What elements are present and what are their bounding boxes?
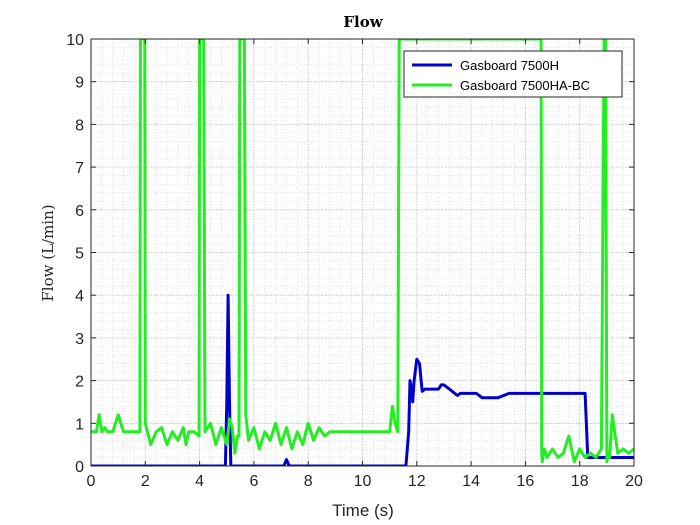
- series-line-1: [91, 293, 634, 466]
- legend-box: [403, 50, 623, 98]
- x-tick-label: 14: [462, 473, 480, 490]
- x-tick-label: 0: [87, 473, 96, 490]
- x-tick-label: 12: [408, 473, 426, 490]
- y-tick-label: 7: [75, 160, 84, 177]
- y-tick-label: 0: [75, 459, 84, 476]
- legend-label-1: Gasboard 7500H: [460, 58, 559, 73]
- y-tick-label: 10: [66, 32, 84, 49]
- y-tick-label: 3: [75, 331, 84, 348]
- legend: Gasboard 7500H Gasboard 7500HA-BC: [403, 50, 623, 98]
- y-tick-label: 5: [75, 246, 84, 263]
- x-axis-title: Time (s): [332, 501, 394, 520]
- series-group: [91, 39, 634, 466]
- y-tick-label: 9: [75, 75, 84, 92]
- x-tick-label: 2: [141, 473, 150, 490]
- x-tick-label: 6: [249, 473, 258, 490]
- x-tick-label: 10: [354, 473, 372, 490]
- x-tick-label: 16: [517, 473, 535, 490]
- y-axis-title: Flow (L/min): [39, 204, 57, 301]
- x-tick-label: 4: [195, 473, 204, 490]
- y-tick-label: 6: [75, 203, 84, 220]
- y-tick-label: 8: [75, 117, 84, 134]
- y-tick-label: 2: [75, 374, 84, 391]
- y-tick-label: 1: [75, 416, 84, 433]
- series-line-2: [91, 39, 634, 464]
- x-tick-label: 8: [304, 473, 313, 490]
- y-tick-label: 4: [75, 288, 84, 305]
- x-tick-label: 20: [625, 473, 643, 490]
- chart-title: Flow: [343, 13, 383, 31]
- x-tick-label: 18: [571, 473, 589, 490]
- legend-label-2: Gasboard 7500HA-BC: [460, 78, 590, 93]
